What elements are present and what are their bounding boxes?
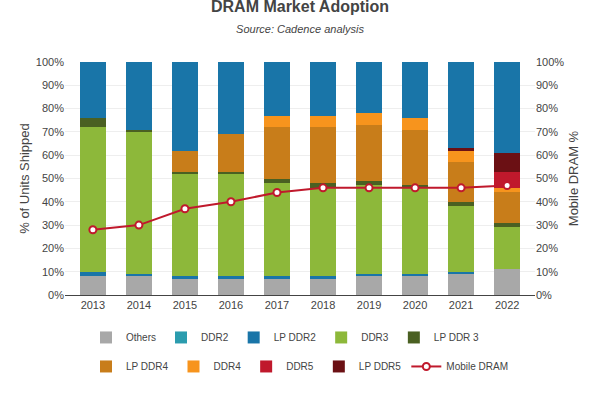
- svg-text:30%: 30%: [42, 219, 64, 231]
- svg-text:Mobile DRAM %: Mobile DRAM %: [566, 130, 581, 226]
- svg-text:10%: 10%: [536, 266, 558, 278]
- svg-text:2017: 2017: [265, 299, 289, 311]
- svg-text:DDR2: DDR2: [201, 332, 229, 343]
- svg-text:LP DDR 3: LP DDR 3: [434, 332, 479, 343]
- svg-text:70%: 70%: [536, 126, 558, 138]
- svg-text:LP DDR4: LP DDR4: [126, 361, 168, 372]
- svg-text:50%: 50%: [42, 172, 64, 184]
- svg-text:20%: 20%: [42, 242, 64, 254]
- svg-text:DDR5: DDR5: [286, 361, 314, 372]
- svg-text:60%: 60%: [536, 149, 558, 161]
- svg-text:0%: 0%: [48, 289, 64, 301]
- svg-text:2014: 2014: [127, 299, 151, 311]
- svg-text:60%: 60%: [42, 149, 64, 161]
- svg-text:0%: 0%: [536, 289, 552, 301]
- svg-text:2020: 2020: [403, 299, 427, 311]
- svg-text:2021: 2021: [449, 299, 473, 311]
- svg-text:2013: 2013: [81, 299, 105, 311]
- svg-text:40%: 40%: [42, 196, 64, 208]
- svg-text:20%: 20%: [536, 242, 558, 254]
- svg-text:90%: 90%: [42, 79, 64, 91]
- svg-text:2016: 2016: [219, 299, 243, 311]
- svg-text:10%: 10%: [42, 266, 64, 278]
- svg-text:DDR4: DDR4: [213, 361, 241, 372]
- svg-text:80%: 80%: [42, 102, 64, 114]
- svg-text:DRAM Market AdoptionSource: Ca: DRAM Market AdoptionSource: Cadence anal…: [211, 0, 389, 35]
- svg-text:Others: Others: [126, 332, 156, 343]
- svg-text:100%: 100%: [536, 56, 564, 68]
- svg-text:80%: 80%: [536, 102, 558, 114]
- svg-text:30%: 30%: [536, 219, 558, 231]
- svg-text:70%: 70%: [42, 126, 64, 138]
- svg-text:50%: 50%: [536, 172, 558, 184]
- svg-text:2018: 2018: [311, 299, 335, 311]
- svg-text:2015: 2015: [173, 299, 197, 311]
- svg-text:LP DDR2: LP DDR2: [274, 332, 316, 343]
- svg-text:40%: 40%: [536, 196, 558, 208]
- svg-text:Mobile DRAM: Mobile DRAM: [446, 361, 508, 372]
- svg-text:DDR3: DDR3: [361, 332, 389, 343]
- svg-text:90%: 90%: [536, 79, 558, 91]
- svg-text:2022: 2022: [495, 299, 519, 311]
- svg-text:% of Units Shipped: % of Units Shipped: [17, 123, 32, 234]
- svg-text:2019: 2019: [357, 299, 381, 311]
- svg-text:100%: 100%: [36, 56, 64, 68]
- svg-text:LP DDR5: LP DDR5: [359, 361, 401, 372]
